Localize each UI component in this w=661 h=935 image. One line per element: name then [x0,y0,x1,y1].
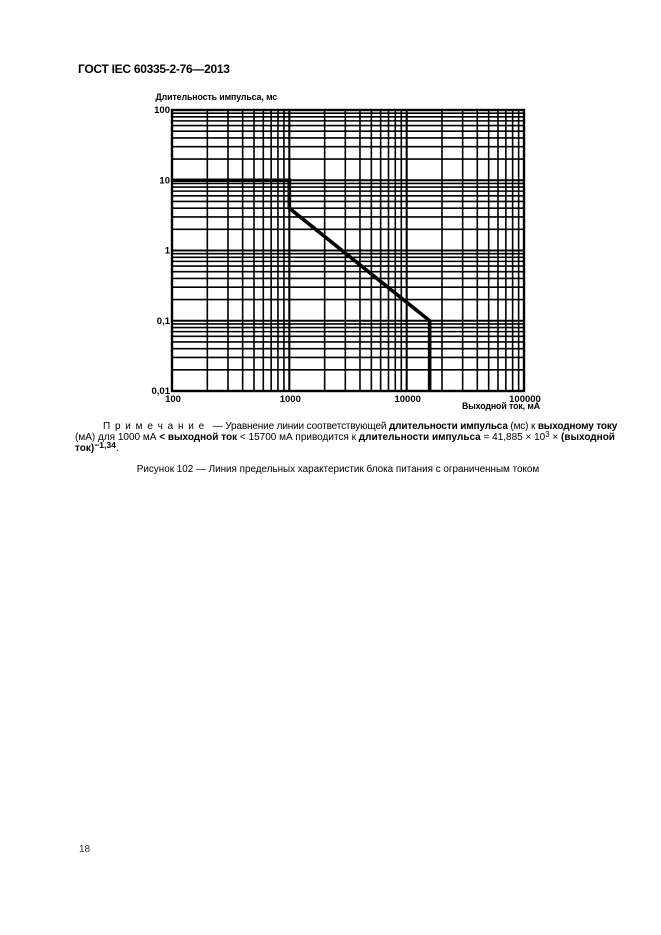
svg-text:0,01: 0,01 [152,386,171,397]
svg-text:10: 10 [159,175,170,186]
svg-text:100000: 100000 [509,394,541,405]
svg-text:1: 1 [165,246,171,257]
svg-text:1000: 1000 [280,394,301,405]
svg-text:10000: 10000 [394,394,420,405]
svg-text:100: 100 [165,394,181,405]
svg-text:0,1: 0,1 [157,316,171,327]
svg-text:Длительность импульса, мс: Длительность импульса, мс [156,92,278,102]
svg-text:100: 100 [154,105,170,116]
svg-text:Выходной ток, мА: Выходной ток, мА [462,401,541,411]
